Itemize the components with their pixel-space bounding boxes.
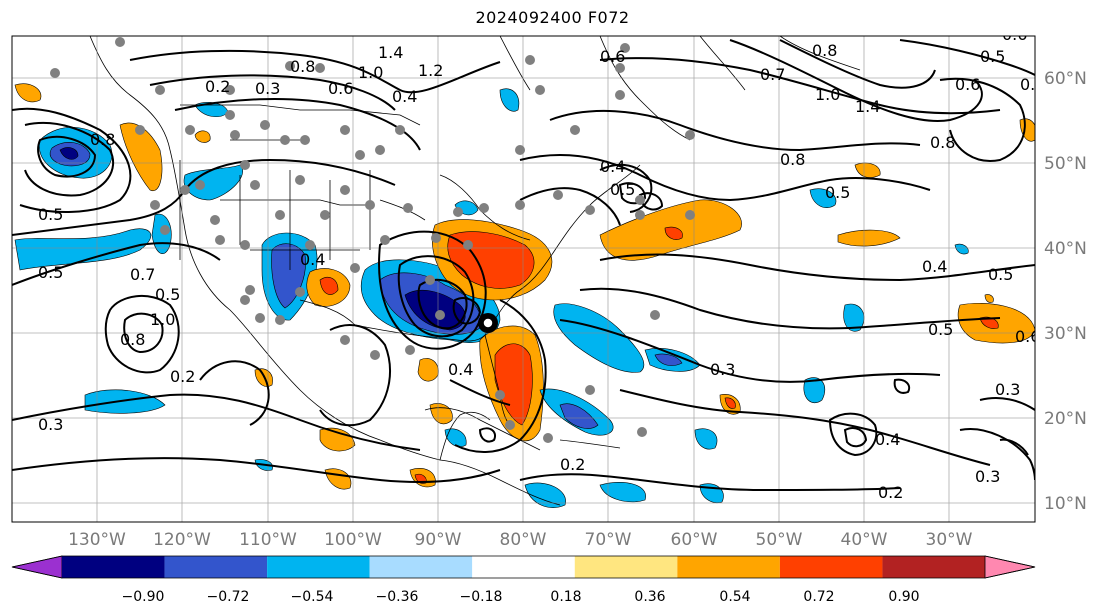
- colorbar-segment: [677, 556, 780, 578]
- lon-label: 30°W: [926, 530, 973, 550]
- contour-label: 0.2: [170, 367, 195, 386]
- longitude-labels: 130°W 120°W 110°W 100°W 90°W 80°W 70°W 6…: [68, 530, 973, 550]
- lat-label: 60°N: [1044, 69, 1087, 89]
- contour-label: 1.4: [855, 97, 880, 116]
- lon-label: 120°W: [153, 530, 211, 550]
- contour-label: 0.5: [980, 47, 1005, 66]
- contour-label: 0.6: [1015, 327, 1040, 346]
- contour-label: 1.0: [150, 310, 175, 329]
- lon-label: 40°W: [841, 530, 888, 550]
- contour-label: 0.5: [610, 180, 635, 199]
- contour-label: 0.6: [955, 75, 980, 94]
- contour-label: 0.2: [205, 77, 230, 96]
- lat-label: 40°N: [1044, 239, 1087, 259]
- contour-label: 1.0: [358, 63, 383, 82]
- contour-label: 1.4: [378, 43, 403, 62]
- contour-label: 0.8: [780, 150, 805, 169]
- contour-label: 0.6: [1002, 25, 1027, 44]
- contour-label: 0.4: [600, 157, 625, 176]
- contour-label: 0.5: [38, 263, 63, 282]
- contour-label: 0.3: [255, 79, 280, 98]
- lon-label: 60°W: [671, 530, 718, 550]
- colorbar-tick-label: −0.18: [460, 589, 503, 605]
- contour-labels: 1.4 1.2 1.0 0.8 0.6 0.4 0.2 0.3 0.5 1.4 …: [38, 25, 1045, 502]
- contour-label: 0.7: [130, 265, 155, 284]
- contour-label: 0.4: [875, 430, 900, 449]
- colorbar-tick-labels: −0.90 −0.72 −0.54 −0.36 −0.18 0.18 0.36 …: [122, 589, 920, 605]
- colorbar-tick-label: 0.54: [719, 589, 750, 605]
- colorbar-extend-high: [984, 555, 1036, 579]
- gridlines: [12, 36, 1035, 522]
- contour-label: 0.8: [930, 133, 955, 152]
- lon-label: 70°W: [585, 530, 632, 550]
- contour-label: 0.4: [922, 257, 947, 276]
- contour-label: 1.0: [815, 85, 840, 104]
- contour-label: 0.5: [825, 183, 850, 202]
- contour-label: 0.3: [975, 467, 1000, 486]
- contour-label: 0.4: [392, 87, 417, 106]
- latitude-labels: 60°N 50°N 40°N 30°N 20°N 10°N: [1044, 69, 1087, 514]
- contour-label: 0.6: [600, 47, 625, 66]
- colorbar: [11, 555, 1036, 579]
- colorbar-segment: [369, 556, 473, 578]
- contour-label: 0.5: [988, 265, 1013, 284]
- lat-label: 30°N: [1044, 324, 1087, 344]
- contour-label: 0.8: [812, 41, 837, 60]
- contour-label: 1.2: [418, 61, 443, 80]
- contour-label: 0.5: [155, 285, 180, 304]
- contour-lines: [12, 39, 1035, 492]
- cyclone-center: [478, 313, 498, 333]
- colorbar-tick-label: 0.90: [888, 589, 919, 605]
- contour-label: 0.5: [928, 320, 953, 339]
- lon-label: 130°W: [68, 530, 126, 550]
- colorbar-segment: [574, 556, 678, 578]
- contour-label: 0.4: [448, 360, 473, 379]
- colorbar-segment: [882, 556, 985, 578]
- lon-label: 50°W: [756, 530, 803, 550]
- lon-label: 110°W: [239, 530, 297, 550]
- colorbar-segment: [62, 556, 165, 578]
- colorbar-tick-label: 0.72: [803, 589, 834, 605]
- lat-label: 50°N: [1044, 154, 1087, 174]
- lon-label: 100°W: [324, 530, 382, 550]
- lon-label: 80°W: [500, 530, 547, 550]
- colorbar-extend-low: [11, 555, 63, 579]
- contour-label: 0.8: [120, 330, 145, 349]
- plot-title: 2024092400 F072: [475, 8, 630, 27]
- contour-label: 0.6: [328, 79, 353, 98]
- contour-label: 0.8: [90, 130, 115, 149]
- colorbar-segment: [779, 556, 883, 578]
- station-dots: [50, 37, 695, 443]
- contour-label: 0.4: [1020, 75, 1045, 94]
- map-content: 1.4 1.2 1.0 0.8 0.6 0.4 0.2 0.3 0.5 1.4 …: [12, 25, 1045, 522]
- colorbar-frame: [11, 555, 1036, 579]
- colorbar-tick-label: −0.36: [376, 589, 419, 605]
- colorbar-segment: [472, 556, 575, 578]
- lon-label: 90°W: [415, 530, 462, 550]
- colorbar-segment: [164, 556, 268, 578]
- contour-label: 0.8: [290, 57, 315, 76]
- contour-label: 0.2: [560, 455, 585, 474]
- colorbar-tick-label: −0.72: [207, 589, 250, 605]
- contour-label: 0.2: [878, 483, 903, 502]
- colorbar-tick-label: −0.90: [122, 589, 165, 605]
- contour-label: 0.5: [38, 205, 63, 224]
- map-border: [11, 35, 1036, 523]
- colorbar-segment: [267, 556, 370, 578]
- colorbar-tick-label: −0.54: [291, 589, 334, 605]
- contour-label: 0.3: [995, 380, 1020, 399]
- colorbar-tick-label: 0.36: [634, 589, 665, 605]
- lat-label: 20°N: [1044, 409, 1087, 429]
- colorbar-tick-label: 0.18: [550, 589, 581, 605]
- contour-label: 0.3: [710, 360, 735, 379]
- contour-label: 0.4: [300, 250, 325, 269]
- lat-label: 10°N: [1044, 494, 1087, 514]
- contour-label: 0.3: [38, 415, 63, 434]
- contour-label: 0.7: [760, 65, 785, 84]
